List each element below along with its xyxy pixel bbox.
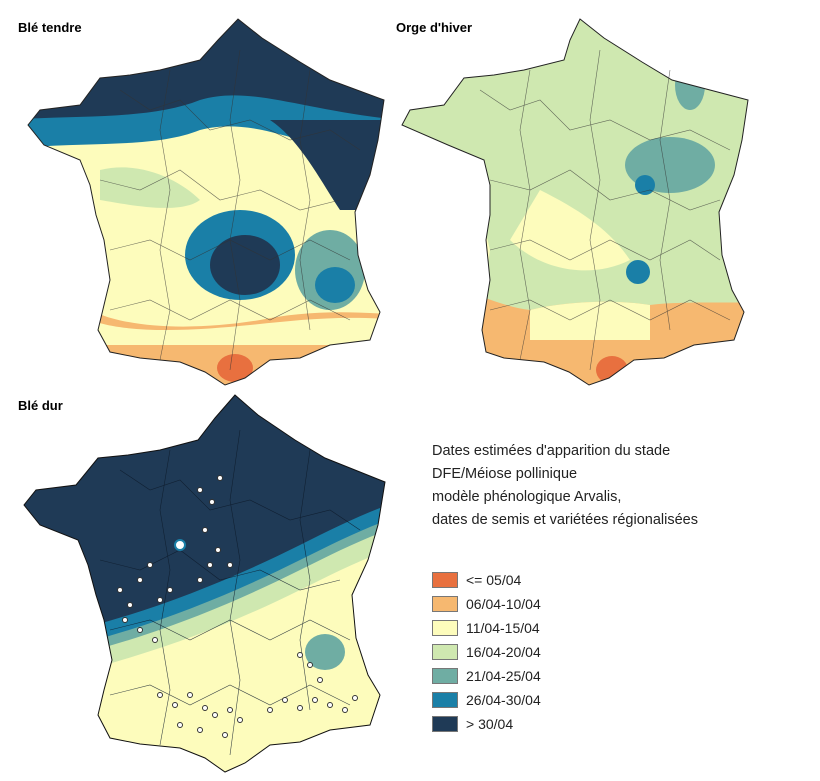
legend-item: 16/04-20/04 (432, 640, 541, 664)
map-title-ble-dur: Blé dur (18, 398, 63, 413)
legend-swatch (432, 668, 458, 684)
legend-description-line: modèle phénologique Arvalis, (432, 489, 622, 505)
france-map-orge-hiver (401, 18, 749, 386)
legend-item: > 30/04 (432, 712, 541, 736)
legend-label: 11/04-15/04 (466, 620, 540, 636)
legend-item: 21/04-25/04 (432, 664, 541, 688)
legend-item: 26/04-30/04 (432, 688, 541, 712)
legend-label: <= 05/04 (466, 572, 522, 588)
map-ble-dur: Blé dur (0, 390, 420, 781)
legend-description-line: Dates estimées d'apparition du stade (432, 443, 671, 459)
legend-label: 26/04-30/04 (466, 692, 541, 708)
legend-item: <= 05/04 (432, 568, 541, 592)
map-ble-tendre: Blé tendre (0, 0, 400, 390)
legend-items: <= 05/04 06/04-10/04 11/04-15/04 16/04-2… (432, 568, 541, 736)
map-title-orge-hiver: Orge d'hiver (396, 20, 473, 35)
legend-label: 06/04-10/04 (466, 596, 541, 612)
map-title-ble-tendre: Blé tendre (18, 20, 82, 35)
legend-item: 11/04-15/04 (432, 616, 541, 640)
legend-swatch (432, 572, 458, 588)
legend-swatch (432, 620, 458, 636)
france-map-ble-dur (23, 394, 386, 773)
legend-label: 16/04-20/04 (466, 644, 541, 660)
legend-description-line: dates de semis et variétées régionalisée… (432, 512, 698, 528)
legend-label: > 30/04 (466, 716, 514, 732)
legend-swatch (432, 716, 458, 732)
map-orge-hiver: Orge d'hiver (390, 0, 810, 390)
legend-label: 21/04-25/04 (466, 668, 541, 684)
map-legend: Dates estimées d'apparition du stade DFE… (432, 440, 802, 732)
legend-description-line: DFE/Méiose pollinique (432, 466, 578, 482)
station-markers (117, 475, 358, 738)
legend-description: Dates estimées d'apparition du stade DFE… (432, 440, 802, 532)
france-map-ble-tendre (27, 18, 385, 386)
legend-swatch (432, 644, 458, 660)
legend-swatch (432, 692, 458, 708)
legend-swatch (432, 596, 458, 612)
legend-item: 06/04-10/04 (432, 592, 541, 616)
